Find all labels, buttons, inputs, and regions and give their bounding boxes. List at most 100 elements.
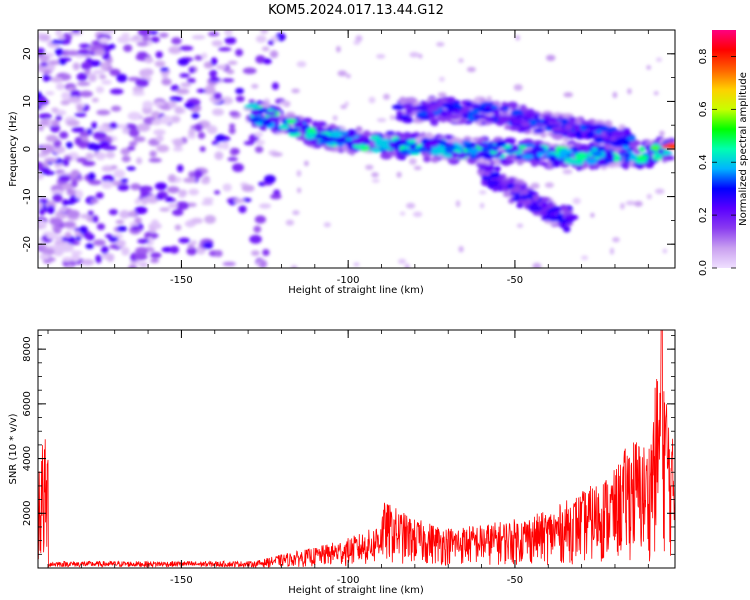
heatmap-cell: [224, 36, 237, 45]
heatmap-cell: [150, 36, 160, 43]
heatmap-cell: [659, 130, 665, 136]
heatmap-cell: [296, 170, 302, 177]
heatmap-cell: [242, 67, 257, 75]
heatmap-cell: [530, 182, 540, 190]
heatmap-cell: [229, 123, 236, 128]
heatmap-cell: [96, 223, 105, 231]
y-tick-label: 4000: [22, 446, 33, 471]
heatmap-cell: [52, 193, 63, 203]
heatmap-cell: [151, 119, 162, 126]
heatmap-cell: [178, 189, 188, 197]
heatmap-cell: [123, 44, 133, 52]
heatmap-cell: [605, 151, 613, 158]
heatmap-cell: [177, 58, 189, 66]
heatmap-cell: [248, 117, 261, 123]
heatmap-cell: [128, 210, 137, 217]
heatmap-cell: [154, 60, 166, 67]
heatmap-cell: [270, 194, 282, 200]
heatmap-cell: [155, 51, 163, 59]
heatmap-cell: [455, 200, 461, 208]
colorbar-ticks: 0.0 0.2 0.4 0.6 0.8: [698, 48, 736, 276]
heatmap-cell: [148, 225, 157, 233]
heatmap-cell: [82, 160, 96, 167]
heatmap-cell: [129, 37, 143, 42]
heatmap-cell: [620, 202, 625, 210]
heatmap-cell: [191, 112, 200, 119]
heatmap-cell: [38, 104, 42, 111]
heatmap-cell: [291, 88, 300, 94]
heatmap-cell: [229, 201, 236, 206]
heatmap-cell: [541, 201, 548, 209]
heatmap-cell: [638, 146, 646, 152]
heatmap-cell: [116, 73, 128, 83]
heatmap-cell: [150, 252, 162, 259]
heatmap-cell: [98, 37, 110, 44]
heatmap-cell: [149, 150, 157, 158]
heatmap-cell: [371, 172, 379, 178]
heatmap-cell: [515, 35, 520, 41]
heatmap-cell: [60, 100, 70, 106]
heatmap-cell: [537, 152, 544, 158]
heatmap-cell: [87, 172, 96, 181]
heatmap-cell: [159, 207, 171, 212]
heatmap-cell: [646, 193, 652, 200]
heatmap-cell: [540, 197, 551, 202]
spectrogram-xlabel: Height of straight line (km): [288, 285, 424, 296]
heatmap-cell: [472, 114, 487, 119]
heatmap-cell: [509, 125, 520, 131]
heatmap-cell: [575, 130, 582, 138]
heatmap-cell: [106, 253, 115, 263]
heatmap-cell: [135, 246, 149, 256]
heatmap-cell: [486, 95, 492, 102]
heatmap-cell: [502, 105, 510, 112]
heatmap-cell: [391, 104, 405, 110]
heatmap-cell: [520, 193, 529, 201]
heatmap-cell: [271, 152, 283, 157]
heatmap-cell: [108, 209, 118, 216]
heatmap-cell: [186, 247, 197, 256]
heatmap-cell: [121, 246, 130, 256]
figure-title: KOM5.2024.017.13.44.G12: [268, 3, 444, 18]
heatmap-cell: [624, 152, 631, 159]
heatmap-cell: [141, 36, 151, 42]
heatmap-cell: [501, 101, 508, 106]
heatmap-cell: [521, 188, 529, 195]
heatmap-cell: [506, 101, 519, 110]
heatmap-cell: [142, 100, 154, 109]
snr-panel: -150 -100 -50 2000 4000 6000 8000 Height of st…: [8, 329, 676, 596]
heatmap-cell: [457, 152, 467, 159]
heatmap-cell: [91, 121, 98, 129]
heatmap-cell: [413, 166, 422, 170]
heatmap-cell: [532, 262, 542, 268]
heatmap-cell: [51, 189, 64, 196]
heatmap-cell: [336, 46, 341, 53]
heatmap-cell: [406, 139, 417, 144]
heatmap-cell: [72, 62, 80, 71]
heatmap-cell: [446, 96, 456, 103]
heatmap-cell: [92, 143, 101, 152]
heatmap-cell: [575, 152, 588, 160]
heatmap-cell: [115, 219, 125, 225]
heatmap-cell: [115, 124, 128, 129]
heatmap-cell: [516, 223, 524, 228]
heatmap-cell: [644, 144, 653, 152]
heatmap-cell: [520, 121, 531, 127]
y-tick-label: 6000: [22, 391, 33, 416]
heatmap-cell: [654, 188, 665, 195]
heatmap-cell: [344, 101, 349, 106]
heatmap-cell: [79, 90, 93, 98]
heatmap-cell: [521, 154, 534, 160]
heatmap-cell: [39, 33, 51, 42]
heatmap-cell: [38, 54, 50, 63]
heatmap-cell: [415, 104, 428, 111]
heatmap-cell: [585, 158, 598, 165]
heatmap-cell: [55, 30, 62, 37]
heatmap-cell: [38, 125, 44, 131]
heatmap-cell: [436, 42, 445, 47]
heatmap-cell: [76, 72, 88, 81]
heatmap-cell: [547, 215, 560, 222]
heatmap-cell: [138, 261, 149, 268]
heatmap-cell: [204, 215, 216, 224]
heatmap-cell: [51, 76, 63, 83]
